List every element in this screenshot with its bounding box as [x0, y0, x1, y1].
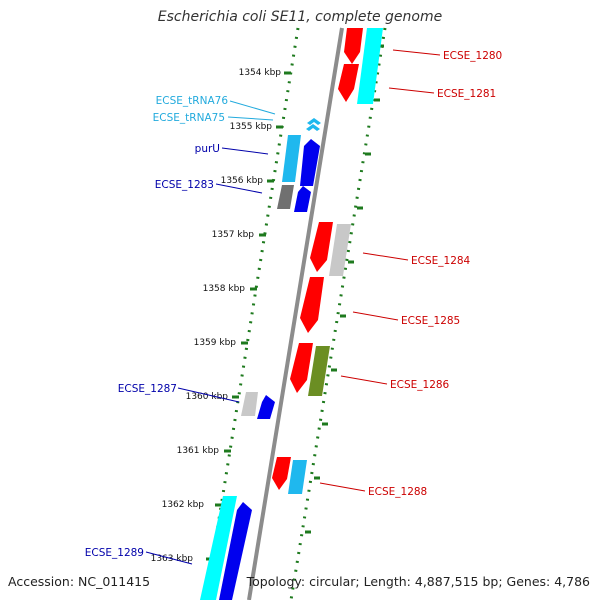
scale-label: 1355 kbp	[230, 122, 273, 132]
scale-label: 1356 kbp	[221, 176, 264, 186]
gene-label-trna75[interactable]: ECSE_tRNA75	[153, 112, 225, 124]
scale-label: 1361 kbp	[177, 446, 220, 456]
gene-label-ecse-1288[interactable]: ECSE_1288	[368, 486, 427, 498]
leader-ecse-1288	[319, 482, 366, 492]
leader-ecse-1286	[340, 375, 388, 385]
gene-label-trna76[interactable]: ECSE_tRNA76	[156, 95, 229, 107]
gene-blue-arrow-1[interactable]	[300, 139, 320, 186]
gene-ecse-1283-gray[interactable]	[277, 185, 294, 209]
gene-arrow-ecse-1281[interactable]	[338, 64, 359, 102]
gene-label-ecse-1280[interactable]: ECSE_1280	[443, 50, 502, 62]
gene-label-ecse-1287[interactable]: ECSE_1287	[118, 383, 177, 395]
gene-cyan-top[interactable]	[357, 28, 383, 104]
gene-label-ecse-1285[interactable]: ECSE_1285	[401, 315, 460, 327]
gene-ecse-1287-gray[interactable]	[241, 392, 258, 416]
leader-ecse-1284	[362, 252, 409, 261]
scale-label: 1357 kbp	[212, 230, 255, 240]
left-border-ticks	[206, 71, 291, 561]
gene-ecse-1289-cyan[interactable]	[200, 496, 237, 600]
gene-label-ecse-1289[interactable]: ECSE_1289	[85, 547, 144, 559]
scale-label: 1354 kbp	[239, 68, 282, 78]
gene-ecse-1288-lightblue[interactable]	[288, 460, 307, 494]
gene-label-ecse-1286[interactable]: ECSE_1286	[390, 379, 450, 391]
gene-arrow-ecse-1288[interactable]	[272, 457, 291, 490]
left-track-border	[204, 27, 300, 600]
gene-ecse-1284-gray[interactable]	[329, 224, 351, 276]
genome-backbone	[247, 27, 344, 600]
gene-blue-arrow-2[interactable]	[294, 186, 311, 212]
gene-labels: ECSE_1280 ECSE_1281 ECSE_tRNA76 ECSE_tRN…	[85, 50, 503, 559]
scale-label: 1360 kbp	[186, 392, 229, 402]
gene-arrow-ecse-1280[interactable]	[344, 28, 363, 64]
accession-text: Accession: NC_011415	[8, 574, 151, 589]
gene-label-ecse-1281[interactable]: ECSE_1281	[437, 88, 496, 100]
gene-label-ecse-1283[interactable]: ECSE_1283	[155, 179, 214, 191]
leader-ecse-1280	[392, 49, 441, 56]
gene-trna75[interactable]	[306, 124, 320, 131]
gene-puru-lightblue[interactable]	[282, 135, 301, 182]
gene-arrow-ecse-1286[interactable]	[290, 343, 313, 393]
gene-arrow-ecse-1285[interactable]	[300, 277, 324, 333]
leader-trna76	[229, 100, 276, 115]
leader-ecse-1285	[352, 311, 399, 321]
gene-arrow-ecse-1284[interactable]	[310, 222, 333, 272]
topology-text: Topology: circular; Length: 4,887,515 bp…	[246, 574, 590, 589]
right-track-border	[289, 27, 387, 600]
leader-ecse-1287	[177, 387, 240, 403]
gene-ecse-1286-olive[interactable]	[308, 346, 330, 396]
gene-blue-arrow-3[interactable]	[257, 395, 275, 419]
map-title: Escherichia coli SE11, complete genome	[157, 9, 443, 25]
leader-ecse-1281	[388, 87, 435, 94]
leader-trna75	[227, 116, 274, 121]
gene-trna76[interactable]	[307, 118, 321, 125]
leader-ecse-1289	[145, 551, 193, 565]
gene-label-puru[interactable]: purU	[195, 143, 220, 155]
scale-label: 1358 kbp	[203, 284, 246, 294]
gene-features	[200, 28, 383, 600]
leader-ecse-1283	[215, 183, 263, 194]
scale-label: 1359 kbp	[194, 338, 237, 348]
gene-blue-arrow-4[interactable]	[219, 502, 252, 600]
gene-label-ecse-1284[interactable]: ECSE_1284	[411, 255, 471, 267]
label-leader-lines	[145, 49, 441, 565]
scale-label: 1362 kbp	[162, 500, 205, 510]
leader-puru	[221, 147, 269, 155]
